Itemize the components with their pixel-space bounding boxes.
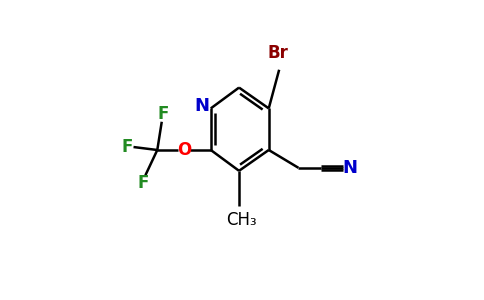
Text: O: O [177, 141, 191, 159]
Text: F: F [158, 105, 169, 123]
Text: F: F [121, 138, 133, 156]
Text: N: N [342, 159, 357, 177]
Text: N: N [195, 97, 210, 115]
Text: Br: Br [267, 44, 288, 62]
Text: F: F [137, 174, 149, 192]
Text: CH₃: CH₃ [226, 211, 257, 229]
